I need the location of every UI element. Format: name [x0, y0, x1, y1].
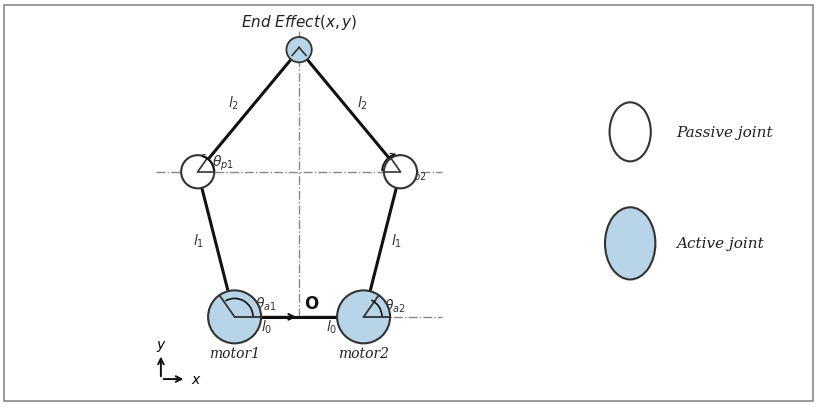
Text: $l_0$: $l_0$ — [326, 318, 337, 335]
Circle shape — [609, 103, 651, 162]
Circle shape — [605, 208, 655, 280]
Circle shape — [286, 38, 312, 63]
Text: $l_2$: $l_2$ — [227, 94, 239, 111]
Circle shape — [208, 291, 261, 344]
Text: $End\ Effect(x,y)$: $End\ Effect(x,y)$ — [240, 13, 357, 32]
Text: Active joint: Active joint — [676, 237, 764, 251]
Text: $y$: $y$ — [155, 338, 166, 353]
Text: $l_0$: $l_0$ — [261, 318, 272, 335]
Circle shape — [181, 156, 214, 189]
Text: $l_1$: $l_1$ — [193, 232, 204, 249]
Text: $\mathbf{O}$: $\mathbf{O}$ — [303, 295, 319, 312]
Text: $\theta_{a1}$: $\theta_{a1}$ — [255, 295, 277, 312]
Text: $x$: $x$ — [191, 372, 201, 386]
Text: $l_2$: $l_2$ — [357, 94, 368, 111]
Text: motor1: motor1 — [209, 346, 260, 360]
Text: Passive joint: Passive joint — [676, 126, 773, 139]
Text: $l_1$: $l_1$ — [391, 232, 402, 249]
Text: $\theta_{a2}$: $\theta_{a2}$ — [384, 297, 406, 315]
Text: $\theta_{p1}$: $\theta_{p1}$ — [212, 154, 233, 173]
Text: motor2: motor2 — [338, 346, 389, 360]
Circle shape — [337, 291, 390, 344]
Text: $\theta_{p2}$: $\theta_{p2}$ — [405, 165, 427, 184]
Circle shape — [384, 156, 417, 189]
